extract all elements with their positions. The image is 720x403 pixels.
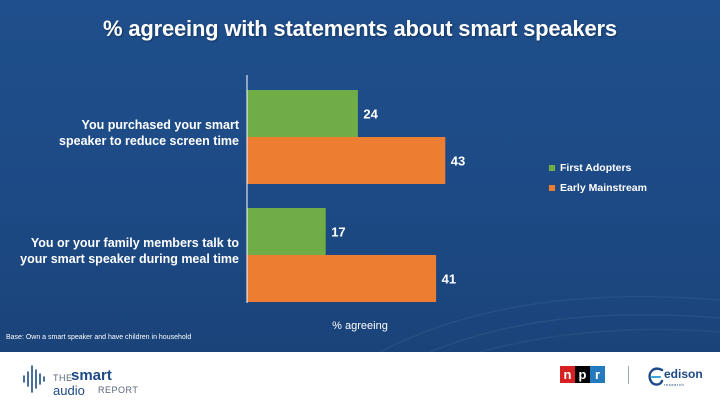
npr-letter-r: r	[590, 366, 605, 383]
data-label: 24	[363, 107, 378, 122]
logo-text-report: REPORT	[98, 385, 139, 395]
legend-swatch	[549, 185, 555, 191]
bar-first-adopters-2	[247, 208, 326, 255]
logo-text-the: THE	[53, 373, 73, 383]
footer: THE smart audio REPORT	[0, 352, 720, 403]
base-note: Base: Own a smart speaker and have child…	[6, 334, 192, 341]
data-label: 43	[451, 154, 465, 169]
sound-wave-icon	[23, 365, 45, 393]
legend-swatch	[549, 165, 555, 171]
category-label: You purchased your smart	[82, 118, 240, 132]
legend-label: First Adopters	[560, 162, 632, 174]
edison-word: edison	[664, 367, 703, 381]
bar-early-mainstream-1	[247, 137, 446, 184]
npr-logo: n p r	[560, 366, 605, 383]
category-label: You or your family members talk to	[31, 236, 240, 250]
chart-area: % agreeing with statements about smart s…	[0, 0, 720, 352]
bar-early-mainstream-2	[247, 255, 437, 302]
background-swoosh	[0, 0, 720, 352]
category-label: speaker to reduce screen time	[59, 134, 239, 148]
npr-letter-p: p	[575, 366, 590, 383]
smart-audio-report-logo: THE smart audio REPORT	[22, 362, 172, 398]
edison-research-logo: edison research	[646, 362, 703, 392]
category-label: your smart speaker during meal time	[20, 252, 239, 266]
x-axis-label: % agreeing	[332, 320, 388, 332]
chart-title: % agreeing with statements about smart s…	[103, 16, 617, 41]
bar-first-adopters-1	[247, 90, 358, 137]
logo-text-audio: audio	[53, 383, 85, 398]
legend-label: Early Mainstream	[560, 182, 647, 194]
edison-subtitle: research	[664, 382, 685, 387]
logo-divider	[628, 366, 629, 384]
data-label: 17	[331, 225, 345, 240]
data-label: 41	[442, 272, 456, 287]
logo-text-smart: smart	[71, 367, 112, 384]
edison-swirl-icon	[648, 367, 664, 386]
bar-chart: 24 43 You purchased your smart speaker to r…	[20, 90, 647, 332]
npr-letter-n: n	[560, 366, 575, 383]
